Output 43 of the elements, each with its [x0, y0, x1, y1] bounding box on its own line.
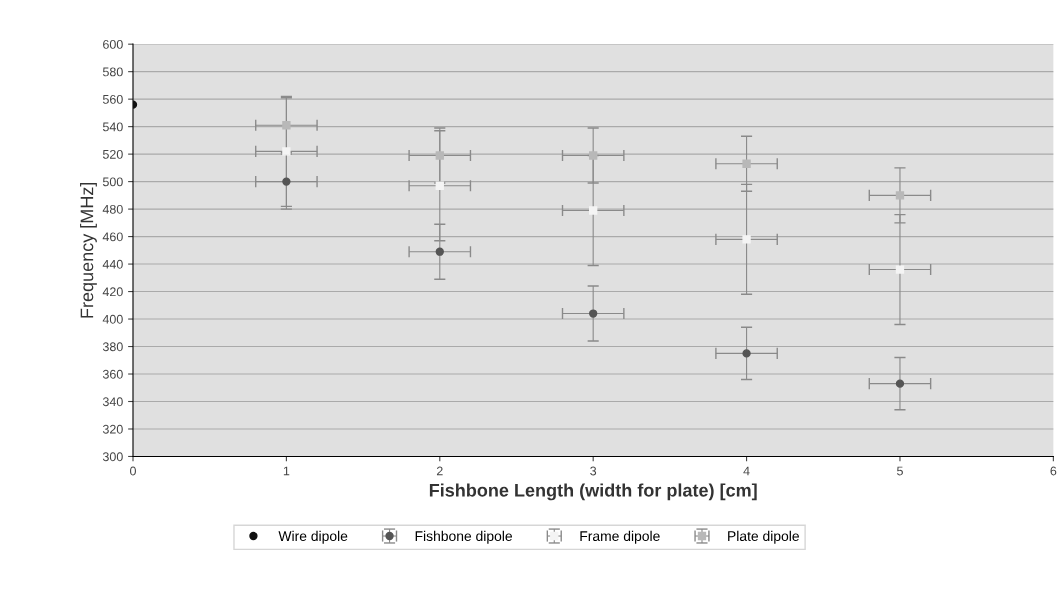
point	[742, 235, 751, 244]
legend-label: Plate dipole	[728, 530, 799, 544]
y-tick-label: 440	[102, 259, 123, 269]
y-tick-label: 340	[102, 397, 123, 407]
y-tick-label: 320	[102, 424, 123, 434]
x-tick-label: 5	[896, 466, 903, 476]
y-tick-label: 460	[102, 232, 123, 242]
point	[282, 177, 291, 186]
point	[282, 121, 291, 130]
point	[435, 247, 444, 256]
point	[435, 181, 444, 190]
y-tick-label: 360	[102, 369, 123, 379]
legend-label: Fishbone dipole	[415, 530, 512, 544]
y-tick-label: 520	[102, 149, 123, 159]
legend-label: Wire dipole	[278, 530, 348, 544]
y-tick-label: 500	[102, 177, 123, 187]
legend-label: Frame dipole	[580, 530, 660, 544]
y-tick-label: 400	[102, 314, 123, 324]
point	[895, 379, 905, 388]
y-tick-label: 380	[102, 342, 123, 352]
point	[282, 147, 291, 156]
point	[435, 151, 444, 160]
y-tick-label: 560	[102, 94, 123, 104]
y-tick-label: 580	[102, 67, 123, 77]
y-tick-label: 600	[103, 39, 123, 49]
point	[589, 206, 598, 215]
x-tick-label: 6	[1050, 466, 1057, 476]
y-tick-label: 540	[102, 122, 123, 132]
x-tick-label: 1	[283, 466, 290, 476]
point	[589, 309, 598, 318]
point	[895, 191, 905, 200]
point	[742, 159, 751, 168]
x-axis-title: Fishbone Length (width for plate) [cm]	[429, 483, 757, 501]
y-tick-label: 480	[102, 204, 123, 214]
y-tick-label: 300	[102, 452, 123, 462]
x-tick-label: 2	[436, 466, 443, 476]
x-tick-label: 3	[590, 466, 597, 476]
point	[895, 265, 905, 274]
point	[742, 349, 751, 358]
x-tick-label: 0	[130, 466, 136, 476]
y-tick-label: 420	[102, 287, 123, 297]
x-tick-label: 4	[743, 466, 750, 476]
y-axis-title: Frequency [MHz]	[80, 182, 97, 318]
